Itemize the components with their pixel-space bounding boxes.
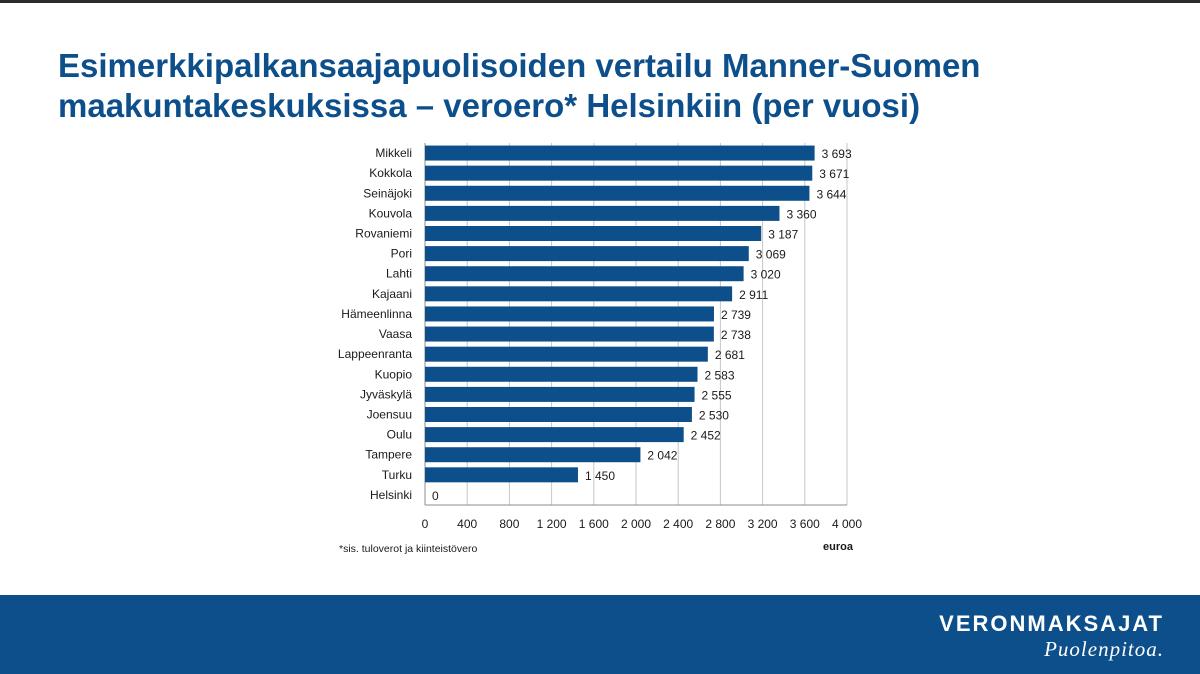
- value-label: 2 738: [721, 328, 751, 342]
- category-label: Mikkeli: [375, 146, 412, 160]
- bar: [425, 286, 733, 302]
- x-tick-label: 1 200: [537, 517, 567, 531]
- value-label: 0: [432, 489, 439, 503]
- value-label: 2 681: [715, 348, 745, 362]
- bar: [425, 226, 762, 241]
- category-label: Lahti: [386, 267, 412, 281]
- category-label: Kokkola: [369, 166, 412, 180]
- category-label: Helsinki: [370, 488, 412, 502]
- x-tick-label: 400: [457, 517, 477, 531]
- value-label: 3 360: [786, 207, 816, 221]
- category-label: Pori: [391, 247, 412, 261]
- bar: [425, 326, 714, 342]
- bar: [425, 366, 698, 382]
- x-tick-label: 800: [499, 517, 519, 531]
- category-label: Lappeenranta: [338, 347, 412, 361]
- bar: [425, 447, 641, 463]
- x-tick-label: 4 000: [832, 517, 862, 531]
- bar: [425, 346, 708, 362]
- category-label: Oulu: [387, 428, 412, 442]
- bar: [425, 185, 810, 201]
- bar: [425, 145, 815, 161]
- category-label: Turku: [382, 468, 412, 482]
- value-label: 2 739: [721, 308, 751, 322]
- page-title: Esimerkkipalkansaajapuolisoiden vertailu…: [58, 47, 981, 124]
- bar: [425, 427, 684, 443]
- category-label: Vaasa: [379, 327, 412, 341]
- category-label: Rovaniemi: [355, 227, 412, 241]
- value-label: 2 042: [647, 449, 677, 463]
- value-label: 3 069: [756, 248, 786, 262]
- value-label: 2 530: [699, 409, 729, 423]
- value-label: 3 671: [819, 167, 849, 181]
- footnote: *sis. tuloverot ja kiinteistövero: [339, 543, 477, 555]
- value-label: 1 450: [585, 469, 615, 483]
- x-tick-label: 2 800: [705, 517, 735, 531]
- bar: [425, 165, 813, 181]
- value-label: 2 452: [691, 429, 721, 443]
- bar: [425, 407, 692, 422]
- value-label: 3 693: [822, 147, 852, 161]
- bar: [425, 266, 744, 282]
- brand-logo: VERONMAKSAJAT Puolenpitoa.: [939, 611, 1164, 661]
- category-label: Kajaani: [372, 287, 412, 301]
- brand-slogan: Puolenpitoa.: [1044, 637, 1164, 661]
- footer-bar: VERONMAKSAJAT Puolenpitoa.: [0, 595, 1200, 674]
- x-tick-label: 1 600: [579, 517, 609, 531]
- bar: [425, 306, 714, 322]
- value-label: 3 187: [768, 228, 798, 242]
- category-label: Kouvola: [369, 206, 413, 220]
- bar: [425, 467, 578, 483]
- category-label: Jyväskylä: [360, 387, 412, 401]
- x-tick-label: 2 400: [663, 517, 693, 531]
- x-tick-label: 0: [422, 517, 429, 531]
- value-label: 2 555: [702, 388, 732, 402]
- bar-chart: Mikkeli 3 693 Kokkola 3 671 Seinäjoki 3 644 Ko…: [338, 143, 862, 555]
- brand-name: VERONMAKSAJAT: [939, 611, 1164, 636]
- category-label: Joensuu: [367, 408, 412, 422]
- x-tick-label: 2 000: [621, 517, 651, 531]
- value-label: 2 911: [739, 288, 768, 302]
- bar: [425, 386, 695, 402]
- category-label: Seinäjoki: [363, 186, 412, 200]
- category-label: Tampere: [365, 448, 412, 462]
- top-rule: [0, 0, 1200, 3]
- value-label: 3 644: [816, 187, 846, 201]
- bar: [425, 205, 780, 221]
- category-label: Hämeenlinna: [341, 307, 412, 321]
- x-axis-label: euroa: [823, 541, 854, 553]
- x-tick-label: 3 600: [790, 517, 820, 531]
- value-label: 3 020: [751, 268, 781, 282]
- value-label: 2 583: [705, 368, 735, 382]
- x-tick-label: 3 200: [748, 517, 778, 531]
- bar: [425, 246, 749, 262]
- category-label: Kuopio: [375, 367, 413, 381]
